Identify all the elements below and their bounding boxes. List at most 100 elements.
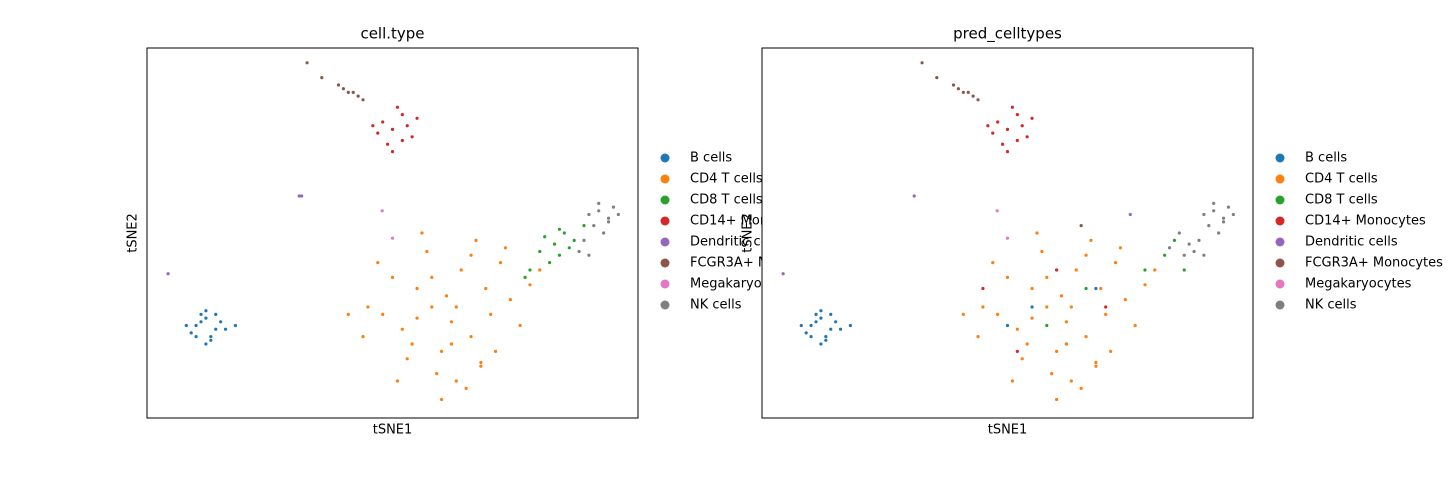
point [199, 312, 203, 316]
point [956, 87, 961, 91]
point [602, 231, 606, 235]
point [440, 397, 444, 402]
point [479, 364, 483, 368]
point [405, 357, 409, 361]
point [371, 124, 375, 128]
point [1221, 220, 1226, 224]
point [194, 335, 198, 339]
legend-label: NK cells [1305, 298, 1357, 313]
point [1015, 138, 1019, 143]
point [341, 87, 345, 91]
point [538, 268, 542, 272]
point [1015, 113, 1019, 117]
point [814, 320, 818, 324]
point [809, 323, 813, 328]
point [1212, 201, 1216, 205]
x-axis-label: tSNE1 [373, 423, 413, 438]
point [961, 312, 965, 316]
point [819, 342, 823, 346]
point [1202, 253, 1206, 257]
point [991, 131, 995, 135]
point [356, 94, 360, 98]
legend-marker [660, 300, 670, 310]
point [1221, 216, 1226, 220]
point [390, 127, 395, 131]
legend-marker [660, 279, 670, 289]
point [1113, 261, 1118, 265]
point [204, 309, 208, 313]
point [420, 231, 424, 235]
point [1064, 320, 1069, 324]
point [996, 120, 1000, 124]
point [219, 320, 223, 324]
legend-label: B cells [1305, 151, 1347, 166]
legend-label: Megakaryocytes [1305, 277, 1412, 292]
point [1005, 150, 1010, 154]
point [557, 253, 562, 257]
point [1000, 142, 1005, 146]
point [395, 379, 400, 383]
plot-area [146, 47, 639, 419]
point [459, 268, 463, 272]
point [305, 61, 309, 65]
legend-marker [1275, 216, 1285, 226]
legend-marker [660, 237, 670, 247]
point [385, 142, 390, 146]
point [819, 309, 823, 313]
point [1094, 360, 1098, 365]
legend-label: FCGR3A+ Monocytes [1305, 256, 1443, 271]
point [582, 238, 586, 242]
point [410, 135, 414, 139]
point [1050, 372, 1054, 376]
legend-label: CD14+ Monocytes [1305, 214, 1426, 229]
legend-marker [1275, 279, 1285, 289]
point [597, 201, 601, 205]
legend-marker [1275, 174, 1285, 184]
point [430, 305, 434, 309]
point [848, 323, 852, 328]
point [1005, 127, 1010, 131]
point [804, 331, 808, 335]
point [376, 131, 380, 135]
point [199, 320, 203, 324]
point [1035, 231, 1039, 235]
point [1025, 342, 1029, 346]
legend-label: CD8 T cells [1305, 193, 1378, 208]
point [538, 249, 542, 254]
point [824, 338, 828, 342]
legend-marker [660, 153, 670, 163]
point [300, 194, 304, 198]
point [912, 194, 916, 198]
legend-marker [660, 216, 670, 226]
legend-marker [1275, 153, 1285, 163]
point [1069, 305, 1073, 309]
point [361, 335, 365, 339]
point [1010, 379, 1015, 383]
point [572, 238, 576, 242]
chart-title: pred_celltypes [953, 25, 1062, 44]
point [1163, 253, 1167, 257]
point [425, 249, 429, 254]
point [381, 120, 385, 124]
point [1005, 275, 1010, 279]
point [1217, 231, 1221, 235]
point [986, 124, 990, 128]
point [1020, 357, 1024, 361]
point [1177, 231, 1181, 235]
point [606, 216, 611, 220]
point [405, 124, 409, 128]
point [592, 224, 596, 228]
point [1128, 212, 1132, 217]
point [503, 246, 508, 250]
legend-label: CD4 T cells [690, 172, 763, 187]
point [390, 150, 395, 154]
point [528, 268, 532, 272]
point [346, 312, 350, 316]
point [834, 320, 838, 324]
point [184, 323, 188, 328]
point [400, 327, 404, 331]
point [440, 349, 444, 353]
point [189, 331, 193, 335]
point [1030, 286, 1034, 291]
